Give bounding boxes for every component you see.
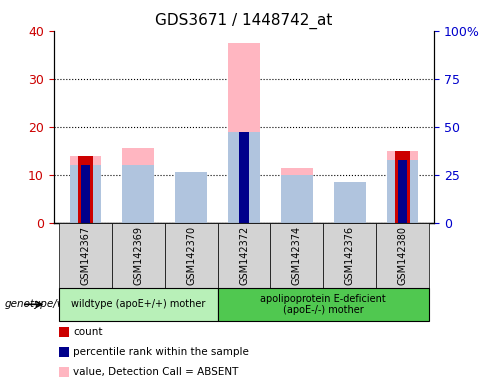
Bar <box>122 165 154 223</box>
Bar <box>334 182 366 223</box>
Text: GSM142372: GSM142372 <box>239 226 249 285</box>
Bar <box>281 167 313 223</box>
Bar <box>239 131 249 223</box>
Text: GSM142369: GSM142369 <box>133 226 143 285</box>
Text: count: count <box>73 327 102 337</box>
Title: GDS3671 / 1448742_at: GDS3671 / 1448742_at <box>155 13 333 29</box>
Bar <box>387 161 419 223</box>
Text: GSM142376: GSM142376 <box>345 226 355 285</box>
Bar <box>70 156 102 223</box>
Bar <box>228 43 260 223</box>
Text: value, Detection Call = ABSENT: value, Detection Call = ABSENT <box>73 367 239 377</box>
Bar <box>70 165 102 223</box>
Text: GSM142370: GSM142370 <box>186 226 196 285</box>
Bar <box>175 172 207 223</box>
Text: wildtype (apoE+/+) mother: wildtype (apoE+/+) mother <box>71 299 205 310</box>
Bar <box>334 184 366 223</box>
Text: apolipoprotein E-deficient
(apoE-/-) mother: apolipoprotein E-deficient (apoE-/-) mot… <box>261 293 386 315</box>
Text: genotype/variation: genotype/variation <box>5 299 103 310</box>
Bar <box>78 156 93 223</box>
Bar <box>281 175 313 223</box>
Bar <box>228 131 260 223</box>
Bar <box>175 172 207 223</box>
Text: GSM142380: GSM142380 <box>398 226 407 285</box>
Bar <box>387 151 419 223</box>
Text: percentile rank within the sample: percentile rank within the sample <box>73 347 249 357</box>
Text: GSM142367: GSM142367 <box>81 226 90 285</box>
Bar <box>122 148 154 223</box>
Text: GSM142374: GSM142374 <box>292 226 302 285</box>
Bar <box>395 151 410 223</box>
Bar <box>81 165 90 223</box>
Bar <box>398 161 407 223</box>
